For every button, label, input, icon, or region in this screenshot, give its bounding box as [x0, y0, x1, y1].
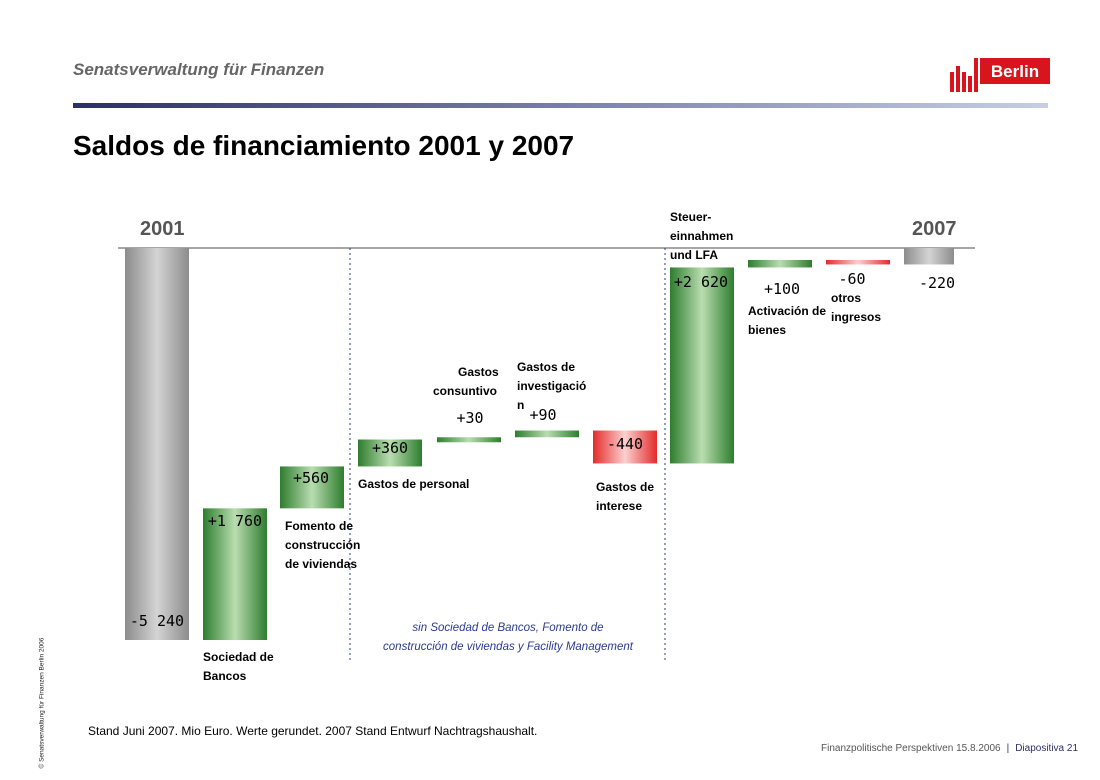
bar-1 [125, 248, 189, 640]
category-label-10-line-2: ingresos [831, 310, 881, 324]
header-rule [73, 103, 1048, 108]
footer-source: Finanzpolitische Perspektiven 15.8.2006 [821, 743, 1001, 754]
year-label-end: 2007 [912, 218, 957, 240]
category-label-7-line-2: interese [596, 499, 642, 513]
value-label-9: +100 [764, 280, 800, 298]
value-label-3: +560 [293, 469, 329, 487]
category-label-8-line-3: und LFA [670, 248, 718, 262]
category-label-8-line-2: einnahmen [670, 229, 733, 243]
category-label-2-line-2: Bancos [203, 669, 247, 683]
footer-slide-number: Diapositiva 21 [1015, 743, 1078, 754]
category-label-5a-line-1: Gastos [458, 365, 499, 379]
value-label-8: +2 620 [674, 273, 728, 291]
value-label-7: -440 [607, 435, 643, 453]
bar-11 [904, 248, 954, 265]
bar-6 [515, 430, 579, 438]
header-organization: Senatsverwaltung für Finanzen [73, 60, 325, 79]
category-label-9-line-2: bienes [748, 323, 786, 337]
note-line-2: construcción de viviendas y Facility Man… [383, 641, 634, 653]
bar-7 [593, 430, 657, 464]
value-label-11: -220 [919, 274, 955, 292]
category-label-3-line-2: construcción [285, 538, 360, 552]
note-line-1: sin Sociedad de Bancos, Fomento de [412, 622, 603, 634]
value-label-5: +30 [456, 409, 483, 427]
bar-8 [670, 267, 734, 464]
category-label-3-line-1: Fomento de [285, 519, 353, 533]
year-label-start: 2001 [140, 218, 185, 240]
category-label-4-line-1: Gastos de personal [358, 477, 469, 491]
bar-9 [748, 259, 812, 268]
value-label-4: +360 [372, 439, 408, 457]
category-label-2-line-1: Sociedad de [203, 650, 274, 664]
berlin-logo: Berlin [950, 58, 1050, 92]
category-label-6-line-2: investigació [517, 379, 586, 393]
footnote: Stand Juni 2007. Mio Euro. Werte gerunde… [88, 724, 538, 738]
category-label-6-line-3: n [517, 398, 524, 412]
footer: Finanzpolitische Perspektiven 15.8.2006 |… [821, 743, 1078, 754]
footer-separator: | [1006, 743, 1010, 754]
category-label-3-line-3: de viviendas [285, 557, 357, 571]
bar-3 [280, 466, 344, 509]
bar-4 [358, 439, 422, 467]
page-title: Saldos de financiamiento 2001 y 2007 [73, 130, 575, 161]
category-label-9-line-1: Activación de [748, 304, 826, 318]
value-label-2: +1 760 [208, 512, 262, 530]
value-label-6: +90 [529, 406, 556, 424]
category-label-5b-line-1: consuntivo [433, 384, 497, 398]
value-label-1: -5 240 [130, 612, 184, 630]
category-label-10-line-1: otros [831, 291, 861, 305]
logo-text: Berlin [991, 62, 1039, 81]
category-label-7-line-1: Gastos de [596, 480, 654, 494]
value-label-10: -60 [838, 270, 865, 288]
bar-10 [826, 259, 890, 265]
category-label-6-line-1: Gastos de [517, 360, 575, 374]
bar-5 [437, 437, 501, 443]
bar-2 [203, 508, 267, 640]
category-label-8-line-1: Steuer- [670, 210, 711, 224]
